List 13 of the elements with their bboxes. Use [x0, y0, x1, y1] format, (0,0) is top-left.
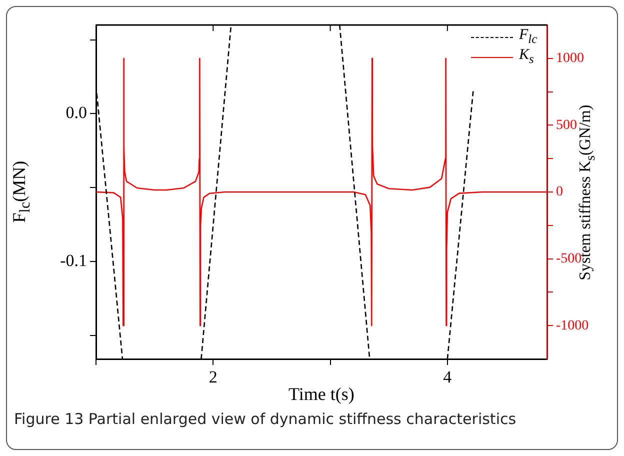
y-tick-label: -0.1	[60, 250, 87, 270]
x-axis-title: Time t(s)	[288, 384, 354, 405]
y2-tick-label: 0	[556, 184, 563, 200]
legend-label: K$_{s}$	[519, 47, 535, 67]
x-tick-label: 2	[208, 368, 218, 387]
y-tick-label: 0.0	[66, 103, 87, 122]
y2-tick-label: -1000	[556, 318, 589, 334]
y2-tick-label: 1000	[556, 51, 584, 66]
legend-label: F$_{lc}$	[519, 27, 538, 47]
text: Figure 13 Partial enlarged view of dynamic stiffness characteristics	[14, 410, 516, 428]
y2-tick-label: -500	[556, 251, 582, 266]
y2-tick-label: 500	[556, 118, 577, 133]
x-tick-label: 4	[443, 368, 452, 387]
